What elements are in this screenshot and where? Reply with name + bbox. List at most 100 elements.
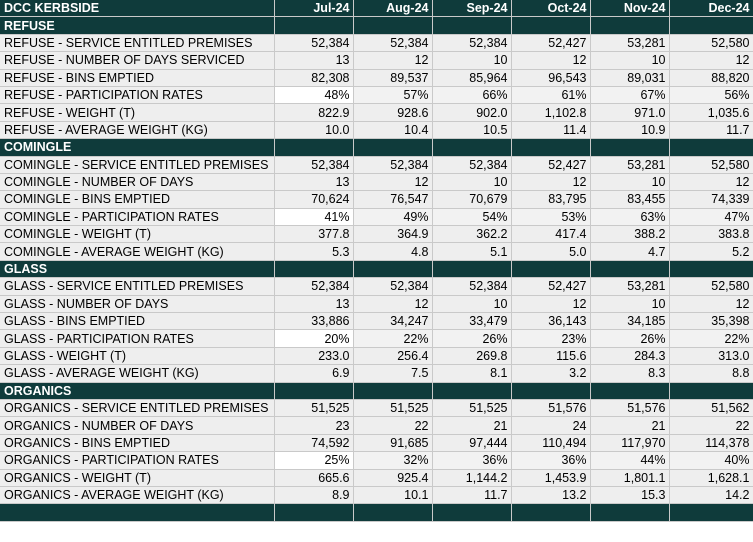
cell-value: 52,384: [432, 277, 512, 296]
cell-value: 51,525: [432, 399, 512, 418]
cell-value: 44%: [590, 451, 670, 470]
cell-value: 97,444: [432, 434, 512, 453]
cell-value: 23: [274, 416, 354, 435]
cell-value: 12: [511, 295, 591, 314]
cell-value: 10.1: [353, 486, 433, 505]
section-spacer: [353, 138, 433, 157]
cell-value: 13: [274, 295, 354, 314]
cell-value: 269.8: [432, 347, 512, 366]
cell-value: 362.2: [432, 225, 512, 244]
table-row: GLASS - BINS EMPTIED 33,886 34,247 33,479 36…: [0, 312, 753, 331]
section-spacer: [590, 138, 670, 157]
month-header: Oct-24: [511, 0, 591, 18]
kerbside-table: DCC KERBSIDE Jul-24 Aug-24 Sep-24 Oct-24 Nov-…: [0, 0, 753, 522]
cell-value: 48%: [274, 86, 354, 105]
table-row: REFUSE - SERVICE ENTITLED PREMISES 52,384…: [0, 34, 753, 53]
table-row: COMINGLE - AVERAGE WEIGHT (KG) 5.3 4.8 5.1 5…: [0, 242, 753, 261]
table-row: REFUSE - WEIGHT (T) 822.9 928.6 902.0 1,102.…: [0, 103, 753, 122]
section-header-comingle: COMINGLE: [0, 138, 753, 157]
cell-value: 53,281: [590, 277, 670, 296]
cell-value: 52,384: [274, 34, 354, 53]
cell-value: 10.9: [590, 121, 670, 140]
row-label: GLASS - BINS EMPTIED: [0, 312, 275, 331]
table-row: COMINGLE - WEIGHT (T) 377.8 364.9 362.2 417.…: [0, 225, 753, 244]
cell-value: 67%: [590, 86, 670, 105]
cell-value: 49%: [353, 208, 433, 227]
footer-cell: [669, 503, 753, 522]
row-label: COMINGLE - AVERAGE WEIGHT (KG): [0, 242, 275, 261]
section-spacer: [590, 260, 670, 279]
cell-value: 6.9: [274, 364, 354, 383]
cell-value: 91,685: [353, 434, 433, 453]
row-label: REFUSE - WEIGHT (T): [0, 103, 275, 122]
cell-value: 11.7: [432, 486, 512, 505]
cell-value: 8.9: [274, 486, 354, 505]
cell-value: 12: [353, 51, 433, 70]
section-spacer: [590, 382, 670, 400]
cell-value: 53,281: [590, 34, 670, 53]
section-spacer: [274, 16, 354, 35]
cell-value: 115.6: [511, 347, 591, 366]
month-header: Sep-24: [432, 0, 512, 18]
cell-value: 35,398: [669, 312, 753, 331]
cell-value: 22: [353, 416, 433, 435]
cell-value: 83,795: [511, 190, 591, 209]
row-label: REFUSE - BINS EMPTIED: [0, 69, 275, 87]
cell-value: 10: [432, 295, 512, 314]
footer-cell: [353, 503, 433, 522]
month-header: Aug-24: [353, 0, 433, 18]
section-spacer: [511, 16, 591, 35]
table-row: ORGANICS - AVERAGE WEIGHT (KG) 8.9 10.1 11.…: [0, 486, 753, 505]
cell-value: 114,378: [669, 434, 753, 453]
cell-value: 82,308: [274, 69, 354, 87]
cell-value: 40%: [669, 451, 753, 470]
row-label: COMINGLE - BINS EMPTIED: [0, 190, 275, 209]
cell-value: 52,384: [432, 34, 512, 53]
cell-value: 1,035.6: [669, 103, 753, 122]
cell-value: 52,384: [353, 34, 433, 53]
cell-value: 10.4: [353, 121, 433, 140]
table-row: GLASS - NUMBER OF DAYS 13 12 10 12 10 12: [0, 295, 753, 314]
cell-value: 364.9: [353, 225, 433, 244]
cell-value: 822.9: [274, 103, 354, 122]
cell-value: 96,543: [511, 69, 591, 87]
section-spacer: [274, 260, 354, 279]
cell-value: 10: [590, 295, 670, 314]
cell-value: 928.6: [353, 103, 433, 122]
cell-value: 4.8: [353, 242, 433, 261]
cell-value: 284.3: [590, 347, 670, 366]
cell-value: 3.2: [511, 364, 591, 383]
cell-value: 5.1: [432, 242, 512, 261]
month-header: Jul-24: [274, 0, 354, 18]
row-label: GLASS - PARTICIPATION RATES: [0, 329, 275, 348]
cell-value: 66%: [432, 86, 512, 105]
cell-value: 74,592: [274, 434, 354, 453]
row-label: ORGANICS - AVERAGE WEIGHT (KG): [0, 486, 275, 505]
cell-value: 7.5: [353, 364, 433, 383]
cell-value: 61%: [511, 86, 591, 105]
table-row: COMINGLE - BINS EMPTIED 70,624 76,547 70,67…: [0, 190, 753, 209]
cell-value: 12: [511, 173, 591, 192]
cell-value: 89,537: [353, 69, 433, 87]
footer-cell: [590, 503, 670, 522]
table-row: ORGANICS - BINS EMPTIED 74,592 91,685 97,44…: [0, 434, 753, 453]
cell-value: 52,384: [353, 156, 433, 174]
cell-value: 15.3: [590, 486, 670, 505]
table-row: ORGANICS - WEIGHT (T) 665.6 925.4 1,144.2 1,…: [0, 469, 753, 487]
cell-value: 117,970: [590, 434, 670, 453]
cell-value: 4.7: [590, 242, 670, 261]
section-header-refuse: REFUSE: [0, 16, 753, 35]
cell-value: 51,576: [590, 399, 670, 418]
cell-value: 26%: [590, 329, 670, 348]
cell-value: 8.3: [590, 364, 670, 383]
cell-value: 51,576: [511, 399, 591, 418]
table-row: GLASS - SERVICE ENTITLED PREMISES 52,384 5…: [0, 277, 753, 296]
cell-value: 12: [353, 295, 433, 314]
section-label: REFUSE: [0, 16, 275, 35]
cell-value: 10.5: [432, 121, 512, 140]
section-spacer: [274, 382, 354, 400]
table-row: COMINGLE - SERVICE ENTITLED PREMISES 52,3…: [0, 156, 753, 174]
section-spacer: [432, 16, 512, 35]
cell-value: 8.1: [432, 364, 512, 383]
cell-value: 76,547: [353, 190, 433, 209]
